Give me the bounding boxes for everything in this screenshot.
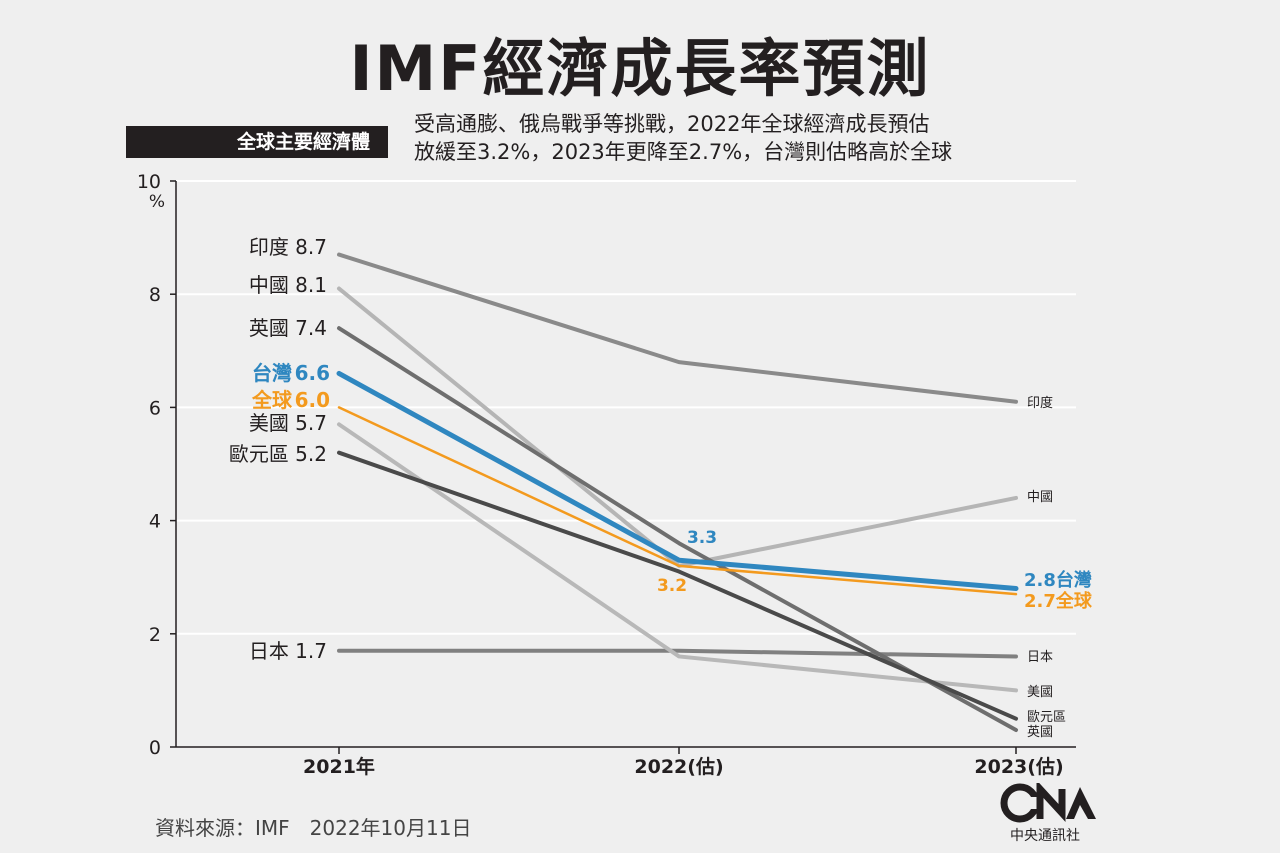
series-line-美國 [337, 422, 1018, 693]
logo-text: 中央通訊社 [1010, 828, 1080, 844]
chart-title: IMF經濟成長率預測 [349, 32, 931, 105]
y-tick-label: 2 [149, 624, 161, 646]
subtitle-line-1: 受高通膨、俄烏戰爭等挑戰，2022年全球經濟成長預估 [414, 112, 930, 136]
series-line-台灣 [336, 370, 1019, 592]
start-label-歐元區: 歐元區 5.2 [229, 442, 327, 466]
y-tick-label: 0 [149, 737, 161, 759]
series-line-印度 [337, 252, 1018, 404]
x-tick-label: 2021年 [303, 755, 375, 778]
start-label-台灣-name: 台灣 [252, 361, 292, 385]
y-tick-label: 10 [137, 171, 161, 193]
y-axis-unit: % [149, 192, 165, 212]
end-label-台灣: 2.8台灣 [1024, 569, 1092, 591]
start-label-台灣-value: 6.6 [295, 361, 330, 385]
y-tick-label: 6 [149, 397, 161, 419]
subtitle-line-2: 放緩至3.2%，2023年更降至2.7%，台灣則估略高於全球 [414, 140, 953, 164]
end-label-全球: 2.7全球 [1024, 590, 1093, 612]
end-label-英國: 英國 [1027, 725, 1053, 740]
x-tick-label: 2023(估) [974, 755, 1063, 778]
series-line-日本 [337, 648, 1018, 659]
series-line-歐元區 [337, 450, 1018, 721]
data-source: 資料來源：IMF 2022年10月11日 [155, 816, 472, 840]
start-label-全球-name: 全球 [251, 388, 293, 412]
start-label-美國: 美國 5.7 [249, 411, 327, 435]
end-label-美國: 美國 [1027, 685, 1053, 700]
mid-label-台灣: 3.3 [687, 528, 717, 548]
end-label-印度: 印度 [1027, 395, 1053, 411]
start-label-印度: 印度 8.7 [249, 235, 327, 259]
mid-label-全球: 3.2 [657, 576, 687, 596]
start-label-日本: 日本 1.7 [249, 639, 327, 663]
x-tick-label: 2022(估) [634, 755, 723, 778]
series-line-全球 [337, 406, 1018, 596]
y-tick-label: 8 [149, 284, 161, 306]
end-label-中國: 中國 [1027, 490, 1053, 505]
y-tick-label: 4 [149, 511, 161, 533]
end-label-日本: 日本 [1027, 650, 1053, 665]
cna-logo-icon [1000, 783, 1096, 823]
start-label-全球-value: 6.0 [295, 388, 330, 412]
start-label-英國: 英國 7.4 [249, 316, 327, 340]
chart-subtitle: 受高通膨、俄烏戰爭等挑戰，2022年全球經濟成長預估 放緩至3.2%，2023年… [414, 110, 952, 166]
end-label-歐元區: 歐元區 [1027, 710, 1066, 725]
region-tag: 全球主要經濟體 [126, 126, 388, 158]
start-label-中國: 中國 8.1 [249, 273, 327, 297]
